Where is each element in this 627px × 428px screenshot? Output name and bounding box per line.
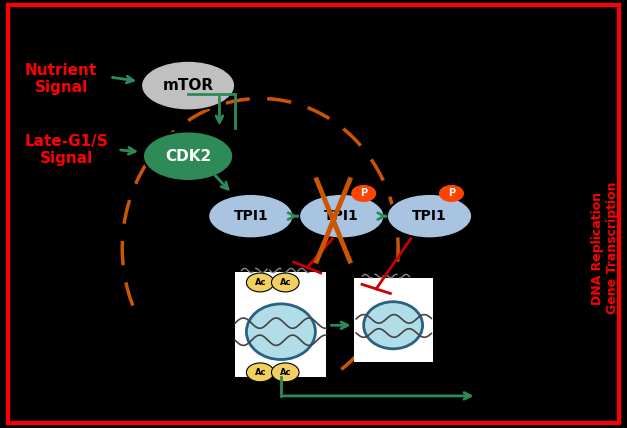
Text: Ac: Ac [280, 278, 291, 287]
Ellipse shape [299, 194, 384, 238]
Ellipse shape [143, 131, 233, 181]
Text: Nutrient
Signal: Nutrient Signal [25, 63, 97, 95]
Text: P: P [360, 188, 367, 199]
Circle shape [271, 363, 299, 382]
Circle shape [271, 273, 299, 292]
Text: P: P [448, 188, 455, 199]
Text: mTOR: mTOR [162, 78, 214, 93]
Text: TPI1: TPI1 [233, 209, 268, 223]
Text: Ac: Ac [255, 278, 266, 287]
Circle shape [246, 273, 274, 292]
Circle shape [351, 185, 376, 202]
Ellipse shape [208, 194, 293, 238]
Text: CDK2: CDK2 [165, 149, 211, 164]
Text: TPI1: TPI1 [412, 209, 447, 223]
Text: Ac: Ac [280, 368, 291, 377]
Text: DNA Replication
Gene Transcription: DNA Replication Gene Transcription [591, 182, 619, 315]
Bar [354, 278, 433, 362]
Circle shape [246, 363, 274, 382]
Circle shape [439, 185, 464, 202]
Ellipse shape [246, 304, 315, 360]
Ellipse shape [387, 194, 472, 238]
Ellipse shape [141, 61, 235, 110]
Text: Late-G1/S
Signal: Late-G1/S Signal [25, 134, 109, 166]
Ellipse shape [364, 302, 423, 349]
Bar [235, 272, 326, 377]
Text: TPI1: TPI1 [324, 209, 359, 223]
Text: Ac: Ac [255, 368, 266, 377]
